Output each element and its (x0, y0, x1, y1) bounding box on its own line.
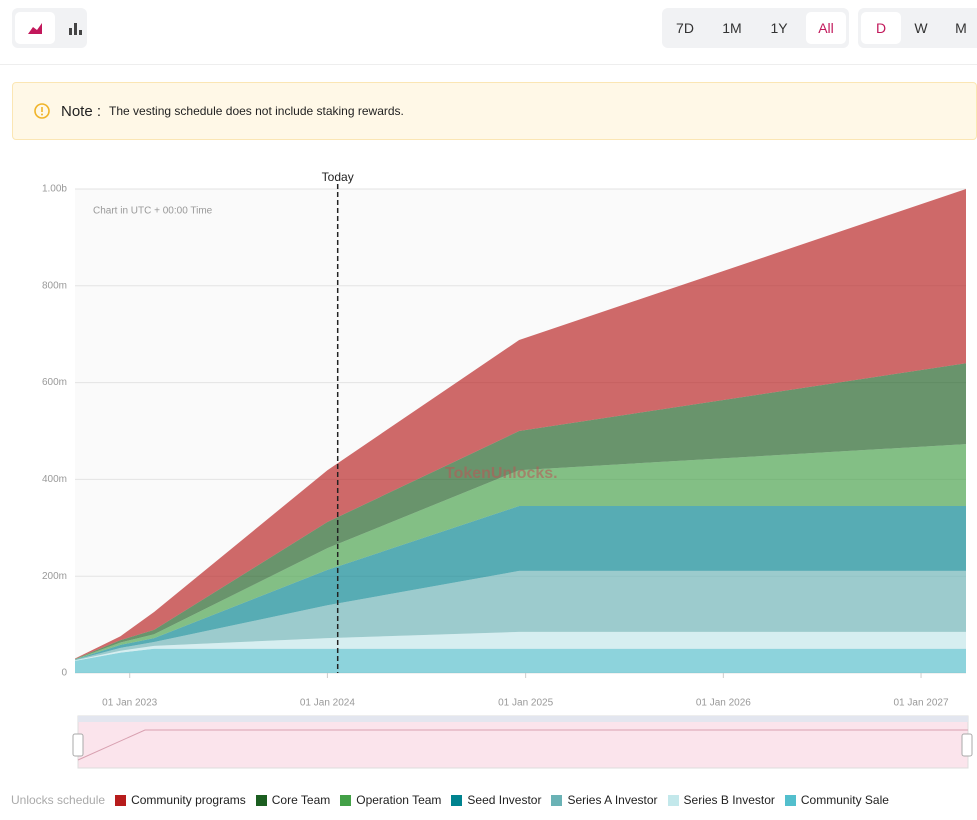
area (75, 444, 966, 660)
today-label: Today (322, 170, 354, 184)
y-tick-label: 200m (42, 571, 67, 582)
area-chart-button[interactable] (15, 12, 55, 44)
info-icon (34, 103, 50, 119)
legend-label: Community Sale (800, 793, 889, 807)
legend-label: Series A Investor (567, 793, 658, 807)
legend-swatch (451, 794, 463, 806)
legend-label: Operation Team (356, 793, 442, 807)
legend-item[interactable]: Community Sale (784, 793, 889, 807)
legend-item[interactable]: Operation Team (340, 793, 441, 807)
watermark: TokenUnlocks. (445, 465, 558, 482)
legend-swatch (784, 794, 796, 806)
divider (0, 64, 977, 65)
y-tick-label: 0 (61, 668, 67, 679)
navigator-handle-right[interactable] (961, 733, 973, 757)
area (75, 631, 966, 661)
range-button[interactable]: All (806, 12, 846, 44)
note-label: Note : (61, 102, 102, 120)
interval-button[interactable]: W (914, 20, 928, 36)
area (75, 363, 966, 660)
area (75, 506, 966, 660)
x-tick-label: 01 Jan 2025 (498, 698, 553, 709)
legend-item[interactable]: Series A Investor (551, 793, 658, 807)
range-button[interactable]: 1M (722, 20, 742, 36)
x-tick-label: 01 Jan 2026 (696, 698, 751, 709)
x-tick-label: 01 Jan 2027 (894, 698, 949, 709)
area (75, 189, 966, 659)
bar-chart-button[interactable] (55, 12, 95, 44)
legend-label: Series B Investor (683, 793, 775, 807)
note-banner: Note : The vesting schedule does not inc… (12, 82, 977, 140)
legend-label: Seed Investor (467, 793, 542, 807)
navigator[interactable] (77, 715, 969, 769)
legend-item[interactable]: Series B Investor (667, 793, 775, 807)
legend-item[interactable]: Seed Investor (451, 793, 541, 807)
range-button[interactable]: 1Y (770, 20, 788, 36)
x-tick-label: 01 Jan 2024 (300, 698, 355, 709)
interval-button[interactable]: D (861, 12, 901, 44)
legend: Unlocks schedule Community programs Core … (11, 793, 899, 807)
chart-subtitle: Chart in UTC + 00:00 Time (93, 206, 213, 217)
legend-swatch (340, 794, 352, 806)
legend-item[interactable]: Community programs (115, 793, 246, 807)
y-tick-label: 400m (42, 474, 67, 485)
interval-button[interactable]: M (955, 20, 967, 36)
navigator-handle-left[interactable] (72, 733, 84, 757)
chart-type-switch (12, 8, 87, 48)
navigator-line (77, 729, 968, 761)
legend-swatch (255, 794, 267, 806)
legend-swatch (551, 794, 563, 806)
x-tick-label: 01 Jan 2023 (102, 698, 157, 709)
chart: 0 200m 400m 600m 800m 1.00b 01 Jan 2023 01 Jan … (42, 170, 973, 769)
y-tick-label: 600m (42, 377, 67, 388)
y-tick-label: 1.00b (42, 184, 67, 195)
legend-title: Unlocks schedule (11, 793, 106, 807)
legend-label: Core Team (271, 793, 331, 807)
navigator-scrollbar[interactable] (78, 716, 968, 722)
y-tick-label: 800m (42, 280, 67, 291)
area (75, 648, 966, 673)
legend-swatch (667, 794, 679, 806)
legend-item[interactable]: Core Team (255, 793, 331, 807)
note-text: The vesting schedule does not include st… (109, 104, 404, 118)
range-button[interactable]: 7D (676, 20, 694, 36)
legend-label: Community programs (131, 793, 246, 807)
area (75, 570, 966, 661)
legend-swatch (115, 794, 127, 806)
range-buttons: 7D 1M 1Y All (662, 8, 849, 48)
